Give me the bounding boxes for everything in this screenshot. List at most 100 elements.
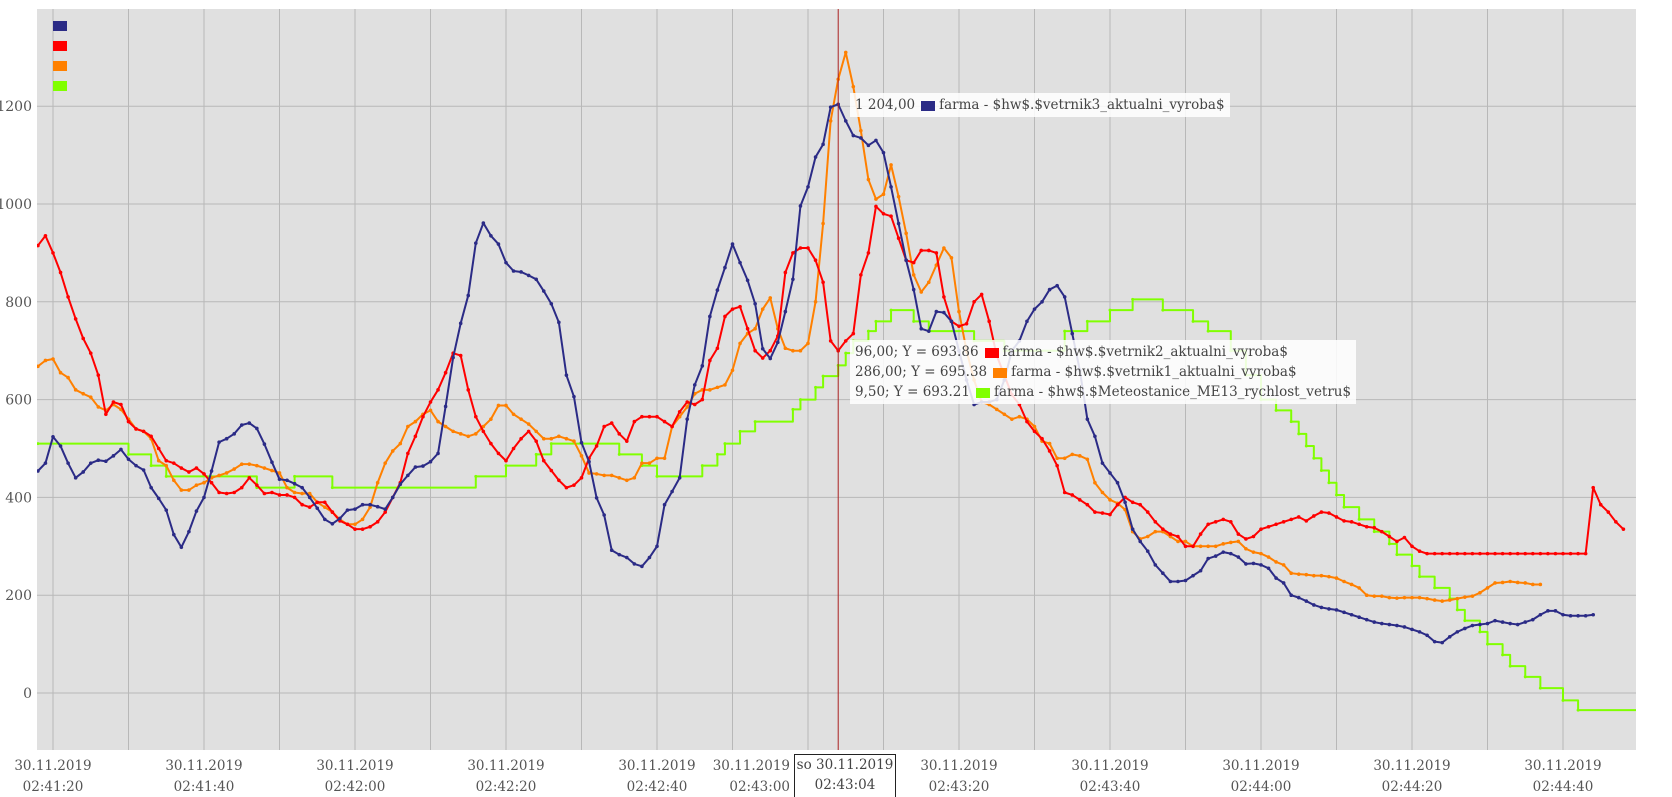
data-point <box>1100 461 1105 465</box>
data-point <box>609 473 614 478</box>
data-point <box>1463 626 1467 631</box>
data-point <box>406 473 410 478</box>
data-point <box>1312 573 1316 578</box>
data-point <box>1614 520 1618 524</box>
data-point <box>685 405 689 409</box>
data-point <box>942 295 946 299</box>
data-point <box>1395 623 1399 628</box>
data-point <box>1576 613 1580 618</box>
data-point <box>1251 561 1256 566</box>
data-point <box>1433 586 1437 590</box>
data-point <box>919 326 924 331</box>
data-point <box>881 150 886 155</box>
data-point <box>1100 511 1105 515</box>
data-point <box>1432 639 1437 644</box>
data-point <box>1493 618 1497 623</box>
data-point <box>889 185 893 189</box>
data-point <box>202 495 206 500</box>
data-point <box>1161 571 1165 575</box>
data-point <box>904 231 908 236</box>
data-point <box>330 522 335 526</box>
data-point <box>1304 599 1309 603</box>
data-point <box>1470 551 1475 556</box>
data-point <box>1244 537 1248 541</box>
data-point <box>526 273 531 278</box>
data-point <box>1055 463 1059 468</box>
data-point <box>1425 596 1429 601</box>
data-point <box>375 520 380 524</box>
data-point <box>1183 544 1188 549</box>
data-point <box>1085 417 1090 421</box>
data-point <box>270 490 274 495</box>
data-point <box>466 434 471 439</box>
data-point <box>307 491 312 496</box>
data-point <box>1410 595 1414 600</box>
data-point <box>1312 603 1316 607</box>
data-point <box>1470 594 1475 598</box>
data-point <box>632 419 637 424</box>
data-point <box>51 434 55 439</box>
data-point <box>1508 621 1512 626</box>
data-point <box>1349 612 1354 617</box>
data-point <box>821 280 825 285</box>
data-point <box>119 447 123 452</box>
data-point <box>1274 576 1278 580</box>
data-point <box>1561 698 1565 702</box>
data-point <box>1093 434 1097 439</box>
data-point <box>1274 408 1278 412</box>
data-point <box>1115 502 1120 507</box>
data-point <box>1417 595 1422 600</box>
data-point <box>1387 622 1392 627</box>
y-tick-label: 600 <box>5 393 32 409</box>
data-point <box>1553 609 1558 613</box>
data-point <box>1085 457 1090 462</box>
data-point <box>1229 551 1233 556</box>
data-point <box>179 488 184 492</box>
data-point <box>194 483 199 487</box>
data-point <box>1236 539 1241 544</box>
data-point <box>994 407 999 412</box>
data-point <box>519 417 523 421</box>
data-point <box>632 476 637 480</box>
data-point <box>1289 593 1293 597</box>
data-point <box>828 119 833 123</box>
data-point <box>791 407 795 411</box>
data-point <box>1153 529 1158 534</box>
data-point <box>640 461 644 465</box>
data-point <box>292 495 297 500</box>
data-point <box>164 458 169 463</box>
series-farma-hw-vetrnik3-aktualni-vyroba- <box>37 102 1595 645</box>
data-point <box>187 529 191 534</box>
data-point <box>428 400 433 404</box>
data-point <box>1100 490 1105 495</box>
data-point <box>111 400 116 404</box>
data-point <box>451 355 455 360</box>
data-point <box>1372 620 1377 624</box>
data-point <box>625 555 629 560</box>
data-point <box>1296 595 1301 600</box>
data-point <box>934 251 939 255</box>
data-point <box>927 248 931 253</box>
data-point <box>1538 582 1543 587</box>
data-point <box>549 301 554 306</box>
data-point <box>753 301 757 306</box>
data-point <box>368 524 372 529</box>
data-point <box>398 482 403 486</box>
data-point <box>609 421 614 425</box>
data-point <box>723 265 727 270</box>
data-point <box>1576 708 1580 712</box>
data-point <box>1161 308 1165 312</box>
data-point <box>738 304 742 309</box>
data-point <box>66 375 70 380</box>
data-point <box>1349 520 1354 524</box>
data-point <box>579 476 584 480</box>
data-point <box>1002 412 1007 417</box>
data-point <box>293 474 297 478</box>
data-point <box>708 358 712 363</box>
data-point <box>519 436 523 441</box>
data-point <box>360 502 365 507</box>
data-point <box>753 326 757 331</box>
data-point <box>617 476 622 480</box>
data-point <box>1123 500 1127 505</box>
data-point <box>307 505 312 509</box>
